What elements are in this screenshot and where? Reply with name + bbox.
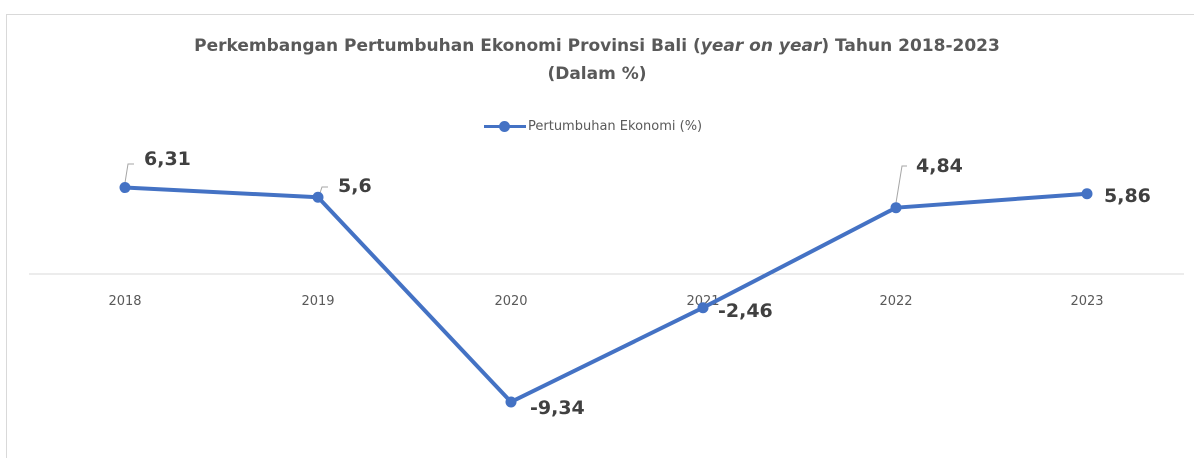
data-point-2019 xyxy=(312,191,324,203)
legend-line-marker-icon xyxy=(484,116,526,136)
x-tick-label-2018: 2018 xyxy=(108,294,141,309)
series-line xyxy=(123,185,1089,404)
data-label-2023: 5,86 xyxy=(1104,185,1151,207)
data-label-2022: 4,84 xyxy=(916,155,963,177)
data-point-2020 xyxy=(505,396,517,408)
data-label-2019: 5,6 xyxy=(338,175,372,197)
chart-title-line: Perkembangan Pertumbuhan Ekonomi Provins… xyxy=(0,32,1194,60)
chart-title-part1: Perkembangan Pertumbuhan Ekonomi Provins… xyxy=(194,36,701,56)
x-tick-label-2020: 2020 xyxy=(494,294,527,309)
chart-title-part2: ) Tahun 2018-2023 xyxy=(821,36,1000,56)
data-label-leader-2022 xyxy=(894,165,907,210)
data-label-leader-2018 xyxy=(123,163,134,190)
x-tick-label-2019: 2019 xyxy=(301,294,334,309)
data-point-2021 xyxy=(697,302,709,314)
chart-title-italic: year on year xyxy=(700,36,822,56)
chart-legend: Pertumbuhan Ekonomi (%) xyxy=(484,116,702,136)
data-label-2018: 6,31 xyxy=(144,148,191,170)
x-tick-label-2022: 2022 xyxy=(879,294,912,309)
chart-frame xyxy=(6,14,1194,458)
data-label-2020: -9,34 xyxy=(530,397,585,419)
data-label-2021: -2,46 xyxy=(718,300,773,322)
data-point-2018 xyxy=(119,182,131,194)
data-point-2023 xyxy=(1081,188,1093,200)
chart-subtitle: (Dalam %) xyxy=(547,64,647,84)
x-tick-label-2023: 2023 xyxy=(1070,294,1103,309)
legend-label: Pertumbuhan Ekonomi (%) xyxy=(528,118,703,134)
data-point-2022 xyxy=(890,202,902,214)
chart-title: Perkembangan Pertumbuhan Ekonomi Provins… xyxy=(0,32,1194,88)
